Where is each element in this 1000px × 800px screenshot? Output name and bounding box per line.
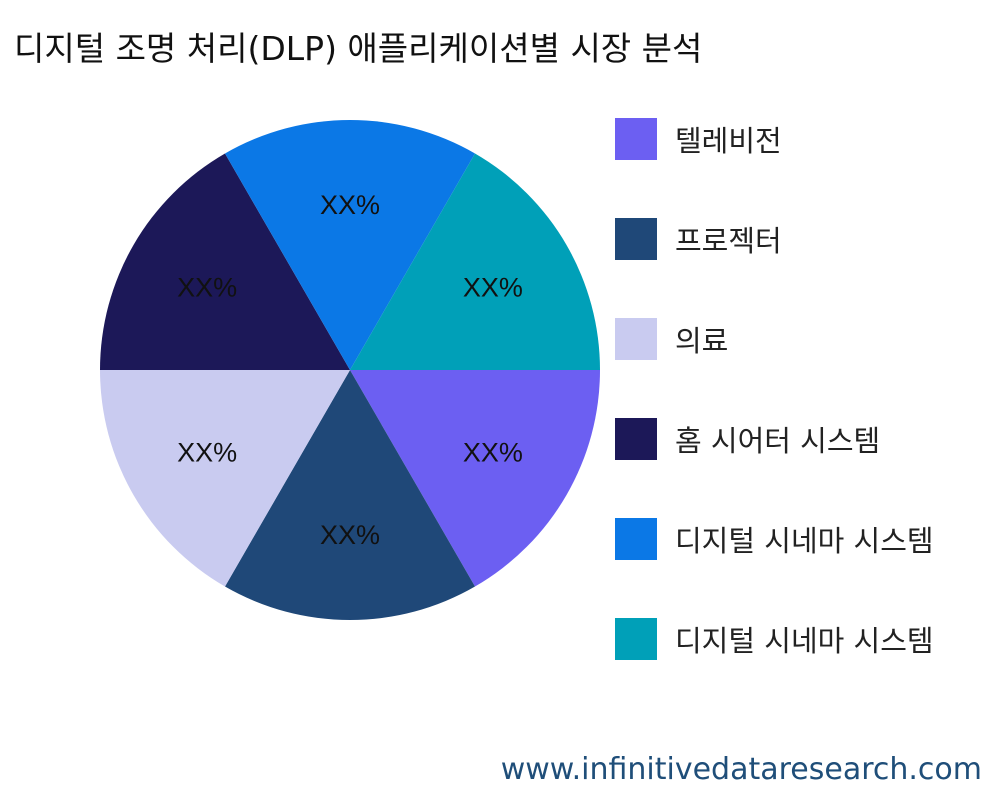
pie-slice [100,153,350,370]
pie-slice [350,370,600,587]
slice-data-label: XX% [177,438,237,468]
pie-slice [100,370,350,587]
legend-item-home-theater: 홈 시어터 시스템 [615,418,880,460]
pie-slice [225,119,475,370]
legend-swatch [615,418,657,460]
legend-swatch [615,518,657,560]
legend-item-television: 텔레비전 [615,118,782,160]
chart-title: 디지털 조명 처리(DLP) 애플리케이션별 시장 분석 [14,29,703,68]
slice-data-label: XX% [177,273,237,303]
legend-label: 디지털 시네마 시스템 [675,624,934,658]
pie-slice [225,370,475,620]
legend-label: 텔레비전 [675,124,782,158]
pie-slice [350,153,600,370]
legend-swatch [615,618,657,660]
legend-item-medical: 의료 [615,318,728,360]
slice-data-label: XX% [463,438,523,468]
legend-swatch [615,318,657,360]
legend-item-digital-cinema-2: 디지털 시네마 시스템 [615,618,934,660]
legend-swatch [615,118,657,160]
source-link[interactable]: www.infinitivedataresearch.com [500,752,982,787]
legend-label: 의료 [675,324,729,358]
slice-data-label: XX% [320,190,380,220]
slice-data-label: XX% [320,520,380,550]
legend-label: 홈 시어터 시스템 [675,424,881,458]
legend-label: 디지털 시네마 시스템 [675,524,934,558]
legend-item-projector: 프로젝터 [615,218,782,260]
legend-item-digital-cinema-1: 디지털 시네마 시스템 [615,518,934,560]
slice-data-label: XX% [463,273,523,303]
legend-label: 프로젝터 [675,224,782,258]
legend-swatch [615,218,657,260]
